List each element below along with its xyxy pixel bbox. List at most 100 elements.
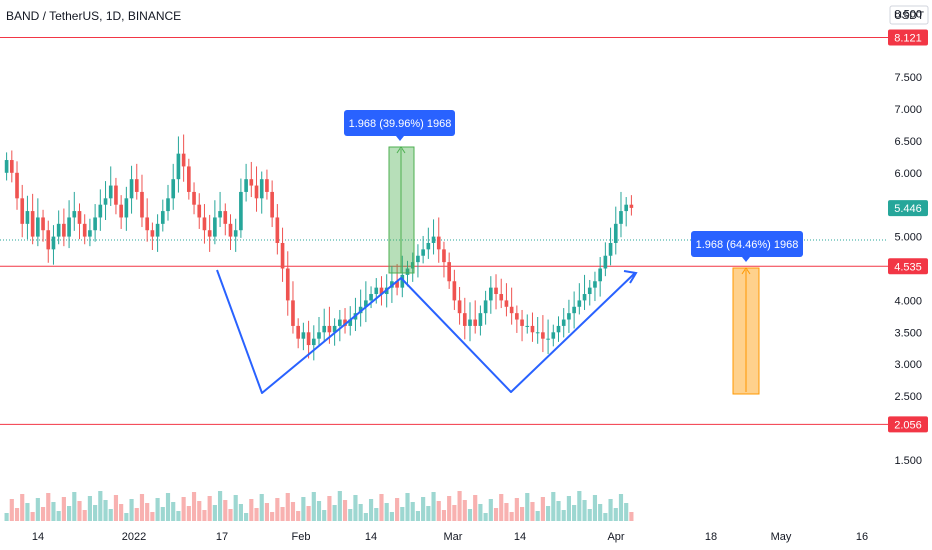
volume-bar: [327, 496, 332, 521]
candle-body: [218, 211, 222, 218]
x-tick-label: 2022: [122, 531, 146, 543]
x-tick-label: Apr: [607, 531, 624, 543]
candle-body: [41, 217, 45, 231]
x-axis-ticks: 14 2022 17 Feb 14 Mar 14 Apr 18 May 16: [32, 531, 868, 543]
candle-body: [431, 236, 436, 243]
candle-body: [416, 255, 420, 263]
volume-bar: [103, 500, 108, 521]
volume-bar: [108, 509, 113, 521]
volume-bar: [493, 508, 499, 521]
volume-bar: [389, 512, 394, 521]
level-badge-label: 2.056: [894, 419, 922, 431]
annotation-label-2[interactable]: 1.968 (64.46%) 1968: [691, 231, 803, 262]
candle-body: [452, 281, 457, 301]
x-tick-label: 14: [514, 531, 526, 543]
volume-bar: [113, 495, 119, 521]
volume-bar: [155, 498, 160, 521]
volume-bar: [171, 502, 176, 521]
volume-bar: [145, 503, 150, 521]
candle-body: [280, 242, 285, 269]
y-tick-label: 3.500: [894, 327, 922, 339]
candle-body: [36, 217, 40, 237]
candle-body: [134, 179, 139, 192]
volume-bar: [572, 505, 577, 521]
volume-bar: [249, 499, 254, 521]
candle-body: [421, 249, 425, 256]
volume-bar: [410, 502, 415, 521]
candle-body: [30, 211, 35, 237]
candle-body: [176, 153, 181, 180]
volume-bar: [514, 498, 519, 521]
last-price-badge: [888, 200, 928, 217]
candle-body: [270, 191, 274, 218]
candle-body: [608, 242, 613, 256]
volume-bar: [504, 503, 509, 521]
candle-body: [249, 179, 254, 186]
candle-body: [254, 185, 259, 199]
x-tick-label: Feb: [292, 531, 311, 543]
volume-bar: [368, 499, 374, 521]
volume-bar: [93, 505, 98, 521]
candle-body: [103, 198, 108, 205]
candle-body: [56, 223, 61, 237]
volume-bar: [337, 491, 342, 521]
level-badge-label: 4.535: [894, 261, 922, 273]
candle-body: [494, 287, 498, 295]
level-badge: [888, 29, 928, 46]
volume-bar: [98, 491, 103, 521]
w-pattern-line[interactable]: [216, 269, 636, 394]
volume-bar: [223, 500, 228, 521]
candle-body: [98, 204, 103, 218]
volume-bar: [525, 493, 530, 521]
candle-body: [140, 191, 144, 218]
y-tick-label: 3.000: [894, 359, 922, 371]
level-badge: [888, 416, 928, 433]
volume-bar: [598, 504, 603, 521]
y-tick-label: 8.500: [894, 8, 922, 20]
candle-body: [4, 160, 9, 173]
annotation-label-1[interactable]: 1.968 (39.96%) 1968: [344, 110, 455, 141]
volume-bar: [20, 494, 25, 521]
candle-body: [338, 319, 342, 326]
candle-body: [473, 319, 478, 326]
volume-bar: [124, 513, 129, 521]
volume-bar: [436, 501, 441, 521]
candle-body: [598, 268, 602, 282]
volume-bar: [592, 495, 598, 521]
volume-bar: [311, 492, 316, 521]
candle-body: [150, 230, 155, 237]
volume-bar: [46, 493, 51, 521]
volume-bar: [478, 504, 483, 521]
candle-body: [124, 198, 129, 218]
time-axis[interactable]: [0, 522, 888, 550]
candle-body: [447, 262, 451, 282]
candle-body: [322, 325, 327, 333]
volume-bar: [546, 506, 551, 521]
candle-body: [207, 230, 212, 237]
volume-bar: [452, 505, 457, 521]
volume-bar: [483, 513, 488, 521]
volume-bar: [342, 500, 348, 521]
volume-bar: [379, 494, 384, 521]
candle-body: [462, 313, 467, 326]
x-tick-label: 18: [705, 531, 717, 543]
target-rectangle-alt[interactable]: [732, 267, 760, 395]
volume-bar: [264, 503, 270, 521]
candle-body: [197, 204, 202, 218]
candle-body: [348, 319, 353, 326]
candle-body: [301, 332, 306, 339]
volume-bar: [395, 498, 400, 521]
candle-body: [296, 325, 300, 339]
volume-bar: [551, 492, 556, 521]
volume-bar: [67, 506, 72, 521]
price-axis[interactable]: [888, 0, 932, 550]
volume-bar: [421, 497, 426, 521]
target-rectangle-up[interactable]: [388, 146, 415, 274]
volume-bar: [431, 492, 436, 521]
volume-bar: [290, 502, 296, 521]
candle-body: [410, 262, 415, 269]
candle-body: [478, 313, 483, 326]
candle-body: [613, 223, 618, 243]
volume-bar: [259, 494, 264, 521]
